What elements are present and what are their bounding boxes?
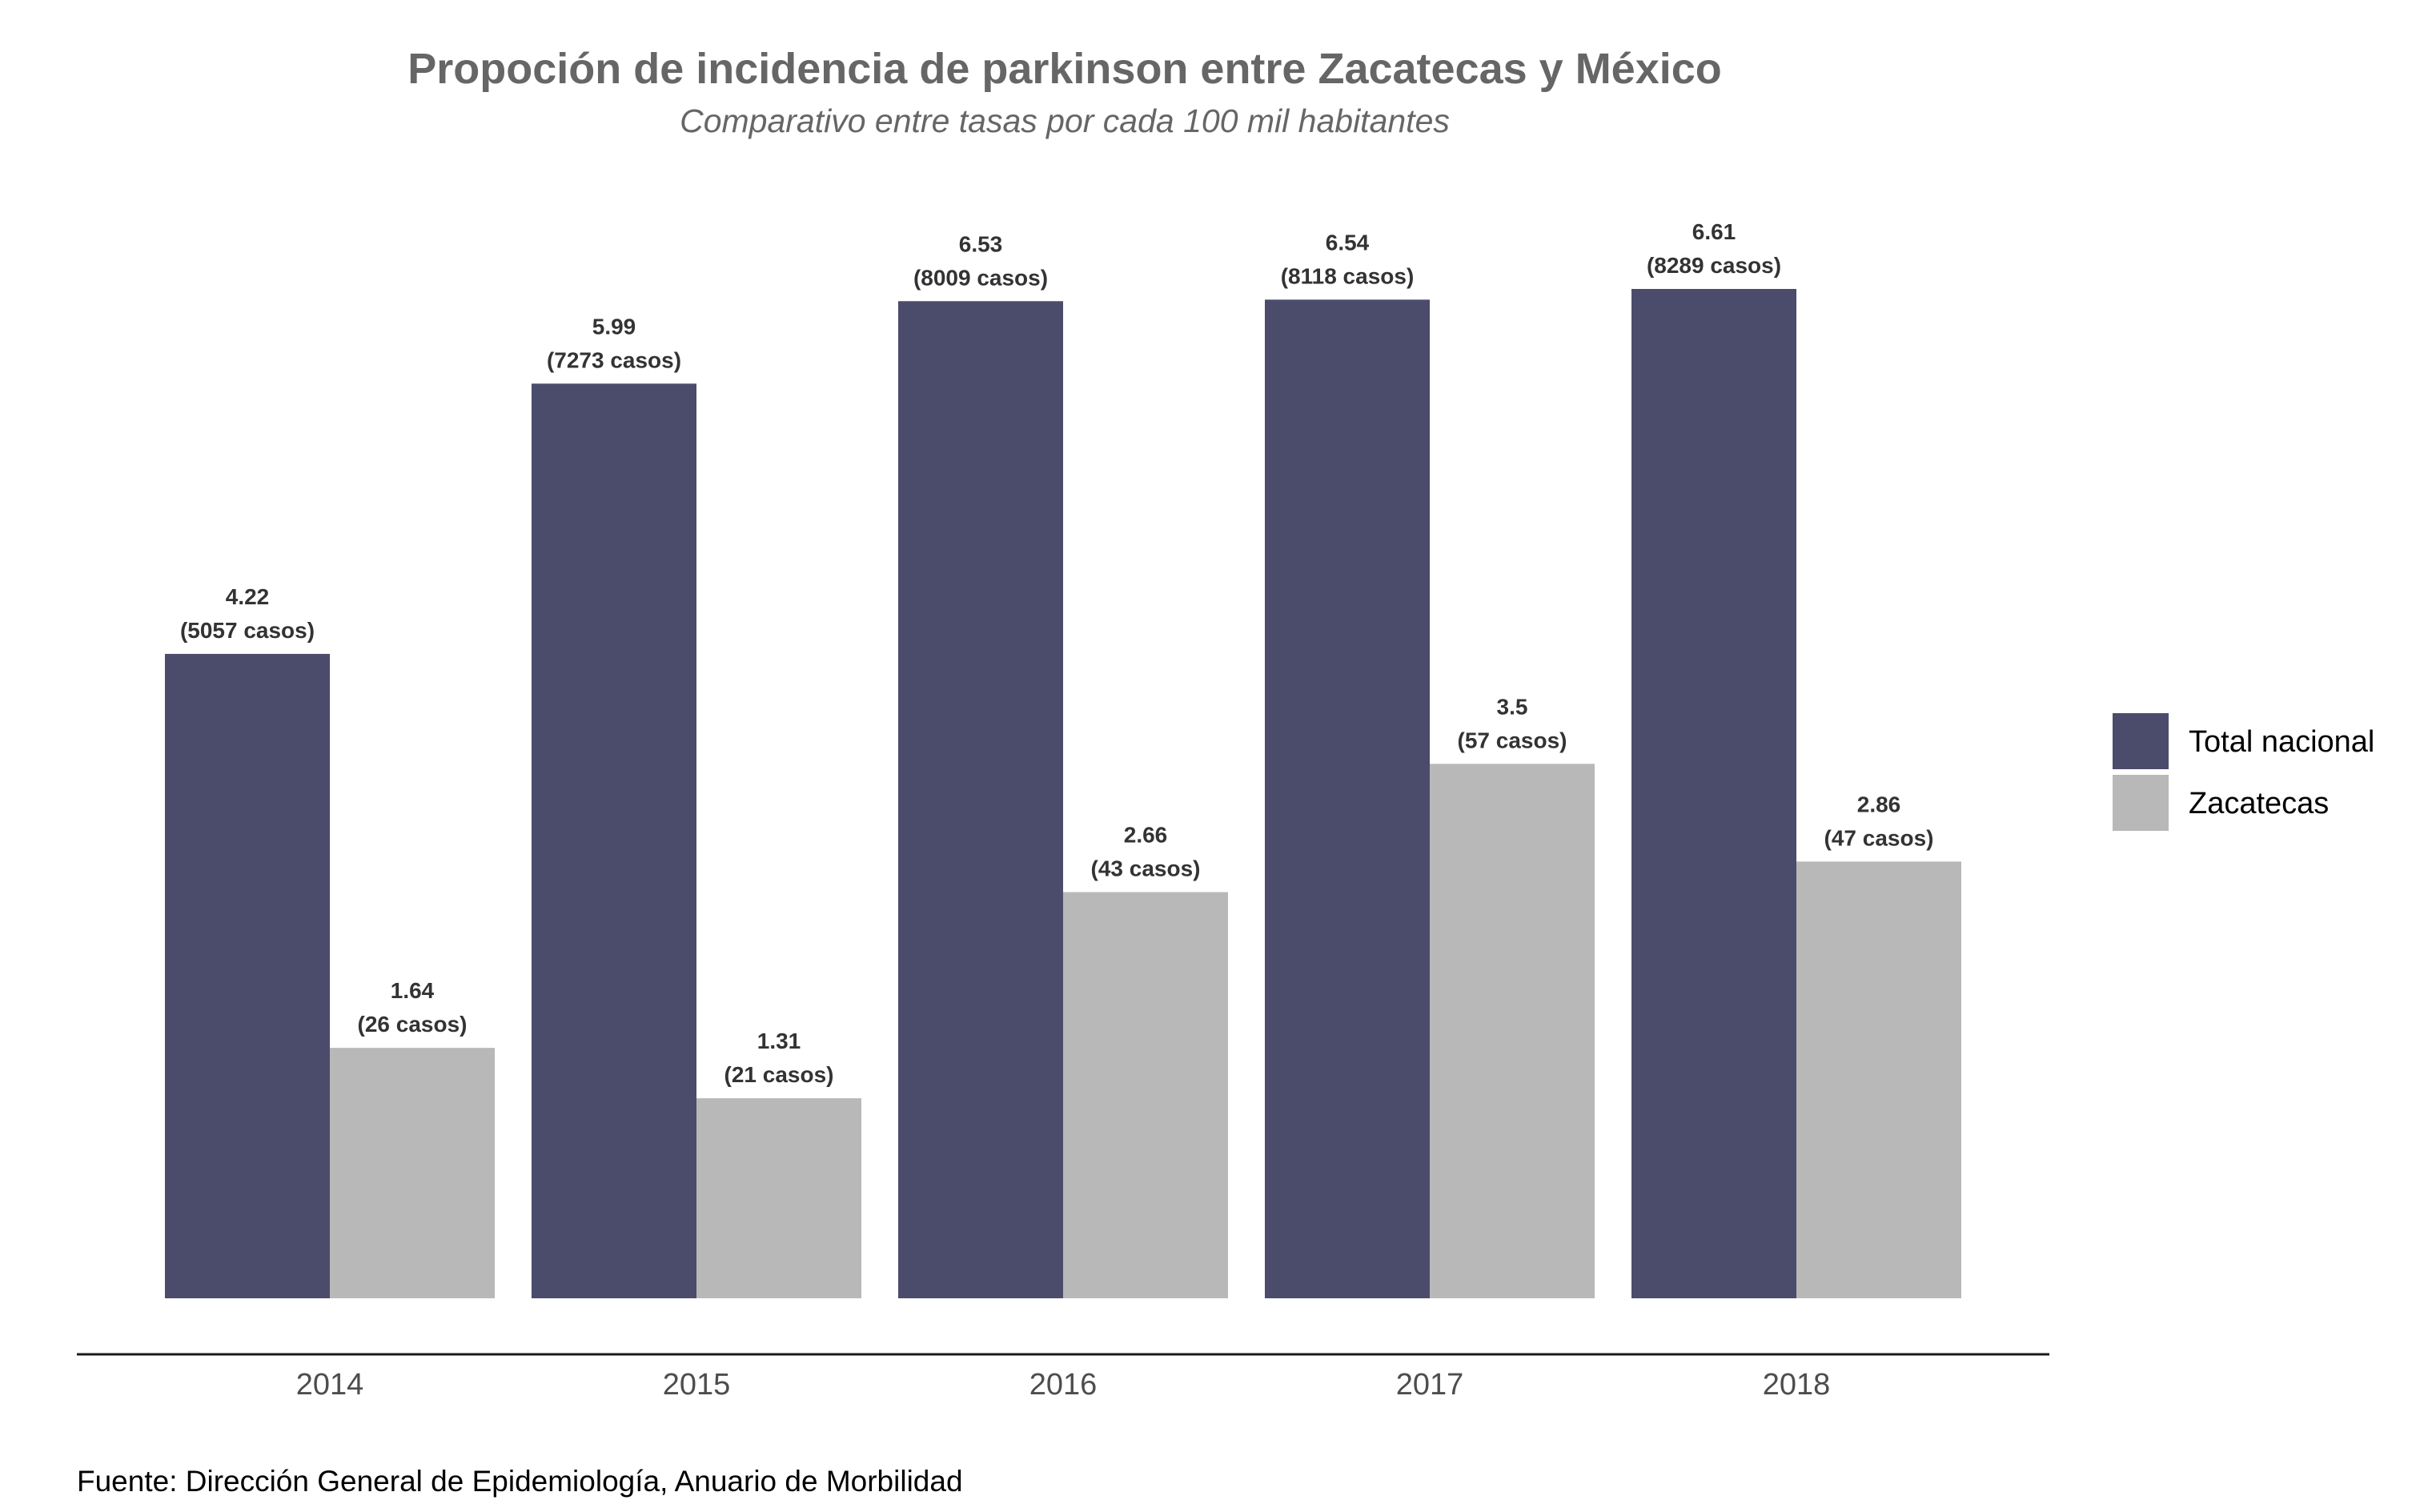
chart-subtitle: Comparativo entre tasas por cada 100 mil… (680, 102, 1450, 139)
x-tick-label-2017: 2017 (1396, 1368, 1464, 1402)
bar-zacatecas-2017 (1430, 764, 1595, 1298)
cases-label-total-nacional-2018: (8289 casos) (1647, 253, 1781, 278)
value-label-zacatecas-2018: 2.86 (1857, 792, 1901, 816)
x-tick-label-2018: 2018 (1763, 1368, 1831, 1402)
bar-zacatecas-2018 (1796, 861, 1961, 1298)
bars-layer (165, 289, 1961, 1299)
data-labels-layer: 4.22 (5057 casos) 1.64 (26 casos) 5.99 (7273 … (180, 219, 1934, 1087)
bar-total-nacional-2017 (1265, 299, 1430, 1298)
value-label-zacatecas-2015: 1.31 (757, 1029, 801, 1053)
x-tick-label-2016: 2016 (1029, 1368, 1098, 1402)
bar-zacatecas-2015 (696, 1098, 861, 1298)
bar-total-nacional-2016 (898, 301, 1063, 1298)
bar-total-nacional-2014 (165, 653, 330, 1298)
value-label-zacatecas-2014: 1.64 (391, 978, 435, 1003)
value-label-total-nacional-2018: 6.61 (1692, 219, 1736, 244)
bar-total-nacional-2015 (532, 383, 696, 1299)
legend-label-total-nacional: Total nacional (2189, 725, 2374, 759)
cases-label-total-nacional-2014: (5057 casos) (180, 618, 315, 643)
chart-caption: Fuente: Dirección General de Epidemiolog… (77, 1465, 963, 1498)
cases-label-zacatecas-2014: (26 casos) (358, 1012, 468, 1037)
cases-label-zacatecas-2016: (43 casos) (1091, 856, 1201, 881)
value-label-total-nacional-2016: 6.53 (959, 231, 1003, 256)
cases-label-zacatecas-2015: (21 casos) (724, 1062, 834, 1087)
value-label-total-nacional-2014: 4.22 (226, 584, 270, 609)
value-label-zacatecas-2017: 3.5 (1497, 694, 1528, 719)
cases-label-total-nacional-2016: (8009 casos) (913, 265, 1048, 290)
x-tick-label-2015: 2015 (663, 1368, 731, 1402)
cases-label-zacatecas-2017: (57 casos) (1458, 728, 1567, 752)
chart-title: Propoción de incidencia de parkinson ent… (407, 45, 1722, 93)
bar-zacatecas-2014 (330, 1048, 495, 1298)
cases-label-total-nacional-2017: (8118 casos) (1281, 263, 1415, 288)
legend: Total nacional Zacatecas (2113, 713, 2374, 831)
x-axis-ticks: 2014 2015 2016 2017 2018 (296, 1368, 1831, 1402)
cases-label-zacatecas-2018: (47 casos) (1824, 825, 1934, 850)
value-label-total-nacional-2017: 6.54 (1326, 230, 1370, 255)
legend-label-zacatecas: Zacatecas (2189, 787, 2329, 820)
value-label-zacatecas-2016: 2.66 (1124, 823, 1168, 848)
bar-zacatecas-2016 (1063, 892, 1228, 1298)
cases-label-total-nacional-2015: (7273 casos) (547, 347, 681, 372)
bar-total-nacional-2018 (1631, 289, 1796, 1298)
legend-key-zacatecas (2113, 775, 2169, 831)
x-tick-label-2014: 2014 (296, 1368, 364, 1402)
legend-key-total-nacional (2113, 713, 2169, 769)
value-label-total-nacional-2015: 5.99 (592, 314, 636, 339)
